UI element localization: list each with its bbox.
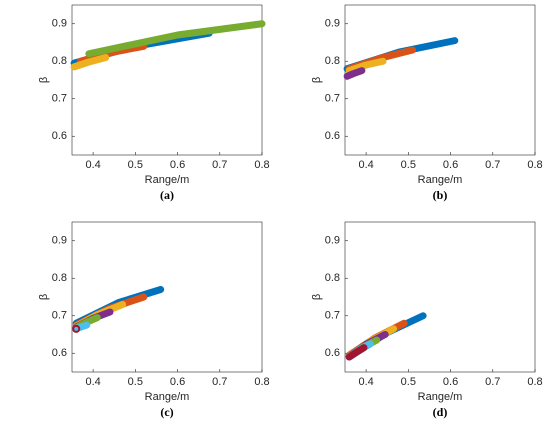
y-tick-label: 0.7 (52, 93, 67, 105)
x-tick-label: 0.6 (170, 159, 185, 171)
y-tick-label: 0.8 (325, 272, 340, 284)
y-axis-label: β (311, 294, 323, 300)
x-tick-label: 0.5 (401, 159, 416, 171)
x-tick-label: 0.6 (443, 376, 458, 388)
axes-box (71, 221, 263, 373)
y-tick-label: 0.9 (52, 18, 67, 30)
axes-box (344, 4, 536, 156)
y-tick-label: 0.9 (325, 18, 340, 30)
y-tick-label: 0.6 (52, 130, 67, 142)
data-line (343, 67, 366, 80)
data-line (345, 57, 387, 75)
y-tick-label: 0.6 (52, 347, 67, 359)
x-tick-label: 0.7 (212, 159, 227, 171)
panel-caption: (a) (160, 188, 174, 202)
x-tick-label: 0.4 (85, 376, 100, 388)
y-tick-label: 0.6 (325, 130, 340, 142)
y-tick-label: 0.8 (325, 55, 340, 67)
x-tick-label: 0.8 (527, 159, 542, 171)
x-tick-label: 0.6 (170, 376, 185, 388)
data-line (70, 54, 110, 71)
y-tick-label: 0.6 (325, 347, 340, 359)
panel-caption: (d) (433, 405, 448, 419)
x-tick-label: 0.8 (527, 376, 542, 388)
panel-caption: (c) (160, 405, 173, 419)
panel-caption: (b) (433, 188, 448, 202)
x-axis-label: Range/m (418, 174, 463, 186)
x-tick-label: 0.7 (485, 376, 500, 388)
y-tick-label: 0.7 (325, 93, 340, 105)
x-tick-label: 0.7 (485, 159, 500, 171)
x-tick-label: 0.8 (254, 159, 269, 171)
x-tick-label: 0.4 (358, 376, 373, 388)
y-tick-label: 0.7 (325, 310, 340, 322)
y-tick-label: 0.7 (52, 310, 67, 322)
y-tick-label: 0.9 (325, 235, 340, 247)
data-line (85, 20, 266, 58)
y-tick-label: 0.8 (52, 55, 67, 67)
y-tick-label: 0.9 (52, 235, 67, 247)
data-line (72, 321, 91, 332)
x-tick-label: 0.6 (443, 159, 458, 171)
x-tick-label: 0.5 (401, 376, 416, 388)
x-axis-label: Range/m (145, 391, 190, 403)
y-axis-label: β (311, 77, 323, 83)
x-tick-label: 0.5 (128, 376, 143, 388)
data-point (72, 324, 81, 333)
x-tick-label: 0.4 (85, 159, 100, 171)
y-axis-label: β (38, 77, 50, 83)
x-tick-label: 0.5 (128, 159, 143, 171)
x-tick-label: 0.4 (358, 159, 373, 171)
x-tick-label: 0.8 (254, 376, 269, 388)
data-line (345, 344, 368, 361)
x-axis-label: Range/m (145, 174, 190, 186)
x-tick-label: 0.7 (212, 376, 227, 388)
y-tick-label: 0.8 (52, 272, 67, 284)
x-axis-label: Range/m (418, 391, 463, 403)
axes-box (344, 221, 536, 373)
y-axis-label: β (38, 294, 50, 300)
